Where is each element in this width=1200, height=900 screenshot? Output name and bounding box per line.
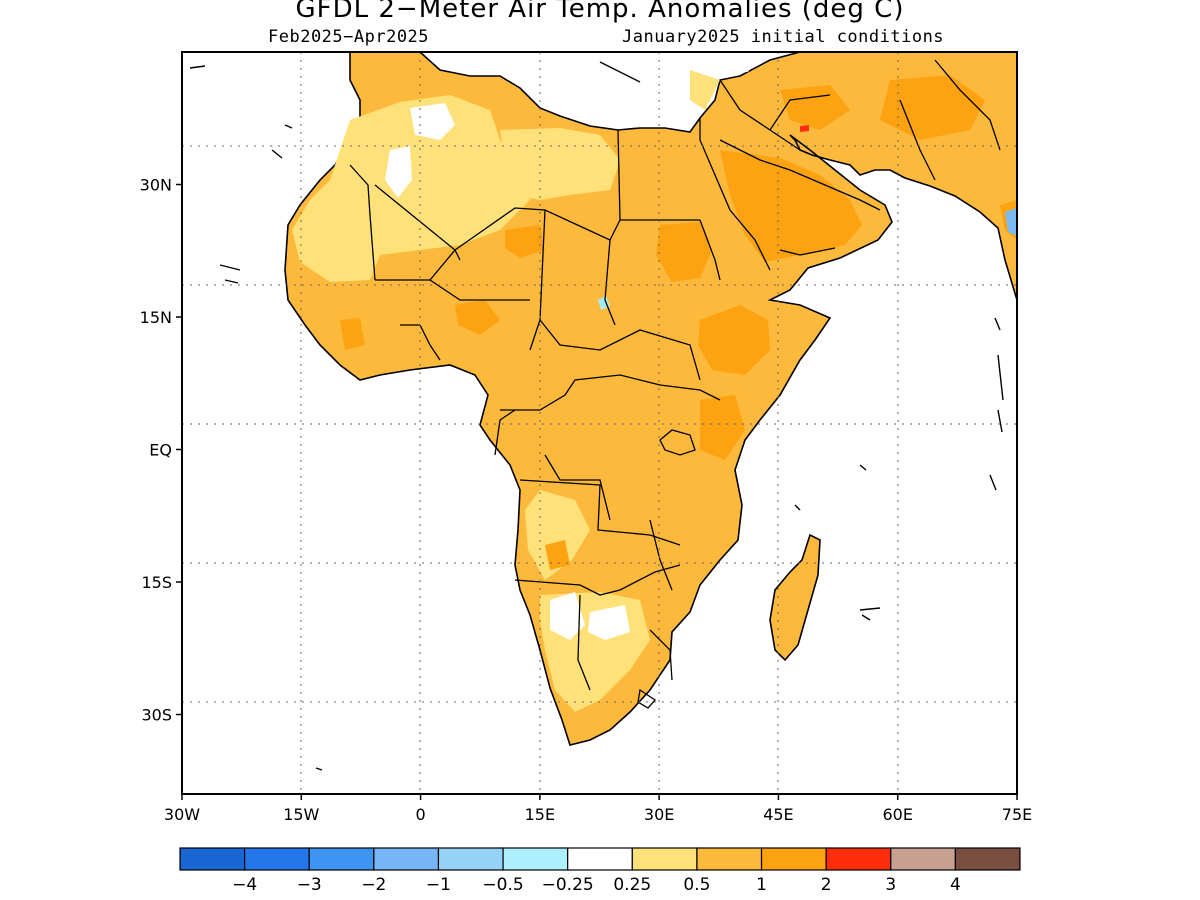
x-tick-label: 60E xyxy=(882,805,912,824)
colorbar-label: −2 xyxy=(361,875,386,895)
colorbar-swatch xyxy=(825,847,892,871)
weak-warm-regions xyxy=(292,70,720,712)
initial-conditions-label: January2025 initial conditions xyxy=(622,27,945,47)
map-area xyxy=(182,52,1017,794)
grid-lines xyxy=(182,52,1017,794)
x-tick-label: 45E xyxy=(763,805,793,824)
colorbar-swatch xyxy=(244,847,310,871)
colorbar-label: 0.5 xyxy=(683,875,710,895)
colorbar-swatch xyxy=(502,847,569,871)
y-tick-label: EQ xyxy=(149,441,172,460)
x-tick-label: 15W xyxy=(283,805,319,824)
colorbar-label: −0.5 xyxy=(482,875,523,895)
land-madagascar xyxy=(769,533,821,662)
colorbar-swatch xyxy=(760,847,827,871)
colorbar-swatch xyxy=(179,847,246,871)
colorbar: −4 −3 −2 −1 −0.5 −0.25 0.25 0.5 1 2 3 4 xyxy=(179,847,1021,895)
y-tick-label: 15N xyxy=(140,308,172,327)
colorbar-label: 4 xyxy=(950,875,961,895)
x-axis: 30W 15W 0 15E 30E 45E 60E 75E xyxy=(164,794,1032,824)
cool-patch-arabian-sea xyxy=(1005,208,1017,236)
y-tick-label: 15S xyxy=(141,573,172,592)
colorbar-swatch xyxy=(890,847,956,871)
colorbar-swatch xyxy=(954,847,1021,871)
islands xyxy=(189,61,1004,771)
x-tick-label: 30W xyxy=(164,805,200,824)
colorbar-swatch xyxy=(567,847,633,871)
map-frame xyxy=(181,51,1018,795)
hot-patch-iraq xyxy=(800,125,809,132)
colorbar-label: 3 xyxy=(885,875,896,895)
colorbar-swatch xyxy=(308,847,375,871)
colorbar-label: −1 xyxy=(426,875,451,895)
x-tick-label: 75E xyxy=(1002,805,1032,824)
y-tick-label: 30S xyxy=(141,706,172,725)
y-tick-label: 30N xyxy=(140,176,172,195)
x-tick-label: 30E xyxy=(644,805,674,824)
colorbar-swatch xyxy=(631,847,698,871)
x-tick-label: 15E xyxy=(525,805,555,824)
y-axis: 30N 15N EQ 15S 30S xyxy=(140,176,182,725)
colorbar-label: −4 xyxy=(232,875,257,895)
neutral-regions xyxy=(385,52,760,640)
colorbar-label: −3 xyxy=(297,875,322,895)
colorbar-swatch xyxy=(696,847,763,871)
country-borders xyxy=(349,59,1001,709)
period-label: Feb2025−Apr2025 xyxy=(268,27,430,47)
colorbar-swatch xyxy=(373,847,440,871)
colorbar-label: 0.25 xyxy=(613,875,651,895)
colorbar-label: 2 xyxy=(821,875,832,895)
colorbar-label: 1 xyxy=(756,875,767,895)
map-title: GFDL 2−Meter Air Temp. Anomalies (deg C) xyxy=(295,0,905,24)
x-tick-label: 0 xyxy=(415,805,425,824)
colorbar-label: −0.25 xyxy=(542,875,594,895)
colorbar-swatch xyxy=(437,847,504,871)
